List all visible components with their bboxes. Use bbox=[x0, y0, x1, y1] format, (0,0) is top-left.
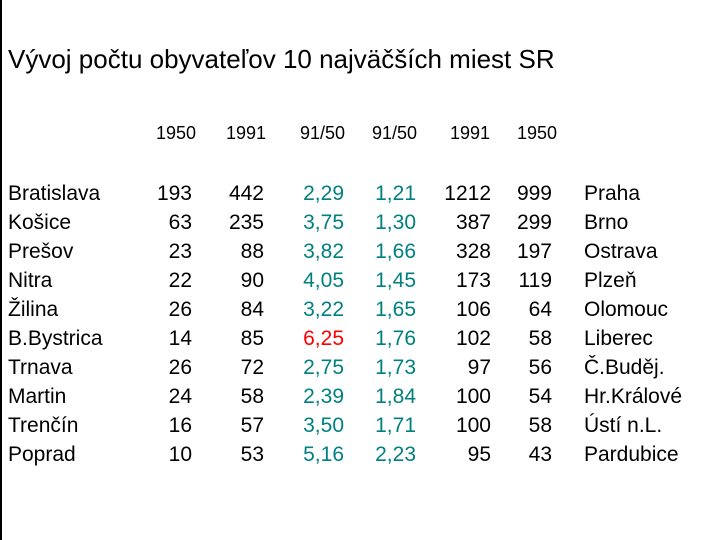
sk-1950-value: 23 bbox=[168, 240, 192, 263]
sk-ratio-value: 2,75 bbox=[303, 356, 344, 379]
cz-1950-value: 54 bbox=[528, 385, 552, 408]
cz-city: Praha bbox=[584, 182, 641, 205]
cz-1991-value: 106 bbox=[455, 298, 491, 321]
cz-1991-value: 173 bbox=[455, 269, 491, 292]
sk-ratio-value: 3,75 bbox=[303, 211, 344, 234]
sk-ratio-value: 4,05 bbox=[303, 269, 344, 292]
cz-1991-value: 1212 bbox=[444, 182, 491, 205]
cz-1950-value: 999 bbox=[516, 182, 552, 205]
cz-1950-value: 58 bbox=[528, 414, 552, 437]
cz-ratio-value: 1,76 bbox=[375, 327, 416, 350]
cz-ratio-column: 1,21 1,30 1,66 1,45 1,65 1,76 1,73 1,84 … bbox=[352, 179, 416, 469]
cz-cities-column: Praha Brno Ostrava Plzeň Olomouc Liberec… bbox=[584, 179, 714, 469]
header-cz-1950: 1950 bbox=[516, 123, 557, 143]
sk-1991-value: 235 bbox=[228, 211, 264, 234]
cz-ratio-value: 1,71 bbox=[375, 414, 416, 437]
sk-ratio-value: 2,39 bbox=[303, 385, 344, 408]
sk-1991-value: 72 bbox=[240, 356, 264, 379]
cz-ratio-value: 1,45 bbox=[375, 269, 416, 292]
cz-ratio-value: 1,21 bbox=[375, 182, 416, 205]
header-sk-1950: 1950 bbox=[155, 123, 196, 143]
sk-city: B.Bystrica bbox=[8, 327, 103, 350]
cz-1991-value: 102 bbox=[455, 327, 491, 350]
sk-1950-column: 193 63 23 22 26 14 26 24 16 10 bbox=[140, 179, 192, 469]
cz-1991-value: 95 bbox=[467, 443, 491, 466]
sk-1950-value: 10 bbox=[168, 443, 192, 466]
sk-city: Trenčín bbox=[8, 414, 79, 437]
cz-city: Pardubice bbox=[584, 443, 679, 466]
sk-1950-value: 26 bbox=[168, 356, 192, 379]
sk-1950-value: 16 bbox=[168, 414, 192, 437]
sk-1991-value: 57 bbox=[240, 414, 264, 437]
sk-1991-value: 53 bbox=[240, 443, 264, 466]
sk-1950-value: 193 bbox=[156, 182, 192, 205]
sk-1950-value: 63 bbox=[168, 211, 192, 234]
sk-city: Prešov bbox=[8, 240, 74, 263]
sk-city: Košice bbox=[8, 211, 72, 234]
sk-1991-value: 84 bbox=[240, 298, 264, 321]
sk-1991-value: 85 bbox=[240, 327, 264, 350]
sk-ratio-value: 3,22 bbox=[303, 298, 344, 321]
cz-city: Č.Buděj. bbox=[584, 356, 665, 379]
cz-city: Olomouc bbox=[584, 298, 669, 321]
cz-1991-value: 100 bbox=[455, 385, 491, 408]
cz-city: Hr.Králové bbox=[584, 385, 683, 408]
header-cz-1991: 1991 bbox=[449, 123, 490, 143]
sk-1991-value: 58 bbox=[240, 385, 264, 408]
cz-ratio-value: 1,73 bbox=[375, 356, 416, 379]
cz-1950-value: 58 bbox=[528, 327, 552, 350]
page-title: Vývoj počtu obyvateľov 10 najväčších mie… bbox=[8, 44, 555, 74]
sk-city: Bratislava bbox=[8, 182, 101, 205]
sk-ratio-value: 3,50 bbox=[303, 414, 344, 437]
left-border-line bbox=[0, 0, 2, 540]
cz-ratio-value: 1,66 bbox=[375, 240, 416, 263]
cz-1991-value: 387 bbox=[455, 211, 491, 234]
sk-1991-value: 88 bbox=[240, 240, 264, 263]
sk-ratio-column: 2,29 3,75 3,82 4,05 3,22 6,25 2,75 2,39 … bbox=[280, 179, 344, 469]
header-cz-ratio: 91/50 bbox=[371, 123, 417, 143]
sk-1950-value: 24 bbox=[168, 385, 192, 408]
cz-1950-value: 197 bbox=[516, 240, 552, 263]
cz-city: Liberec bbox=[584, 327, 653, 350]
cz-1991-column: 1212 387 328 173 106 102 97 100 100 95 bbox=[425, 179, 491, 469]
header-sk-1991: 1991 bbox=[225, 123, 266, 143]
cz-1950-column: 999 299 197 119 64 58 56 54 58 43 bbox=[500, 179, 552, 469]
sk-1991-value: 442 bbox=[228, 182, 264, 205]
sk-city: Žilina bbox=[8, 298, 59, 321]
cz-1950-value: 56 bbox=[528, 356, 552, 379]
sk-city: Martin bbox=[8, 385, 67, 408]
sk-1950-value: 22 bbox=[168, 269, 192, 292]
cz-1991-value: 100 bbox=[455, 414, 491, 437]
sk-city: Trnava bbox=[8, 356, 73, 379]
cz-ratio-value: 2,23 bbox=[375, 443, 416, 466]
cz-city: Ostrava bbox=[584, 240, 658, 263]
sk-ratio-value: 5,16 bbox=[303, 443, 344, 466]
sk-1950-value: 26 bbox=[168, 298, 192, 321]
cz-1950-value: 299 bbox=[516, 211, 552, 234]
cz-ratio-value: 1,65 bbox=[375, 298, 416, 321]
cz-1991-value: 328 bbox=[455, 240, 491, 263]
cz-1950-value: 43 bbox=[528, 443, 552, 466]
cz-city: Ústí n.L. bbox=[584, 414, 663, 437]
cz-ratio-value: 1,84 bbox=[375, 385, 416, 408]
sk-city: Poprad bbox=[8, 443, 76, 466]
cz-city: Brno bbox=[584, 211, 629, 234]
cz-city: Plzeň bbox=[584, 269, 637, 292]
header-sk-ratio: 91/50 bbox=[299, 123, 345, 143]
cz-1950-value: 119 bbox=[518, 269, 552, 292]
cz-ratio-value: 1,30 bbox=[375, 211, 416, 234]
sk-1991-value: 90 bbox=[240, 269, 264, 292]
sk-cities-column: Bratislava Košice Prešov Nitra Žilina B.… bbox=[8, 179, 138, 469]
sk-ratio-value-highlight: 6,25 bbox=[303, 327, 344, 350]
sk-city: Nitra bbox=[8, 269, 53, 292]
sk-ratio-value: 3,82 bbox=[303, 240, 344, 263]
sk-ratio-value: 2,29 bbox=[303, 182, 344, 205]
cz-1950-value: 64 bbox=[528, 298, 552, 321]
sk-1991-column: 442 235 88 90 84 85 72 58 57 53 bbox=[210, 179, 264, 469]
sk-1950-value: 14 bbox=[168, 327, 192, 350]
cz-1991-value: 97 bbox=[467, 356, 491, 379]
